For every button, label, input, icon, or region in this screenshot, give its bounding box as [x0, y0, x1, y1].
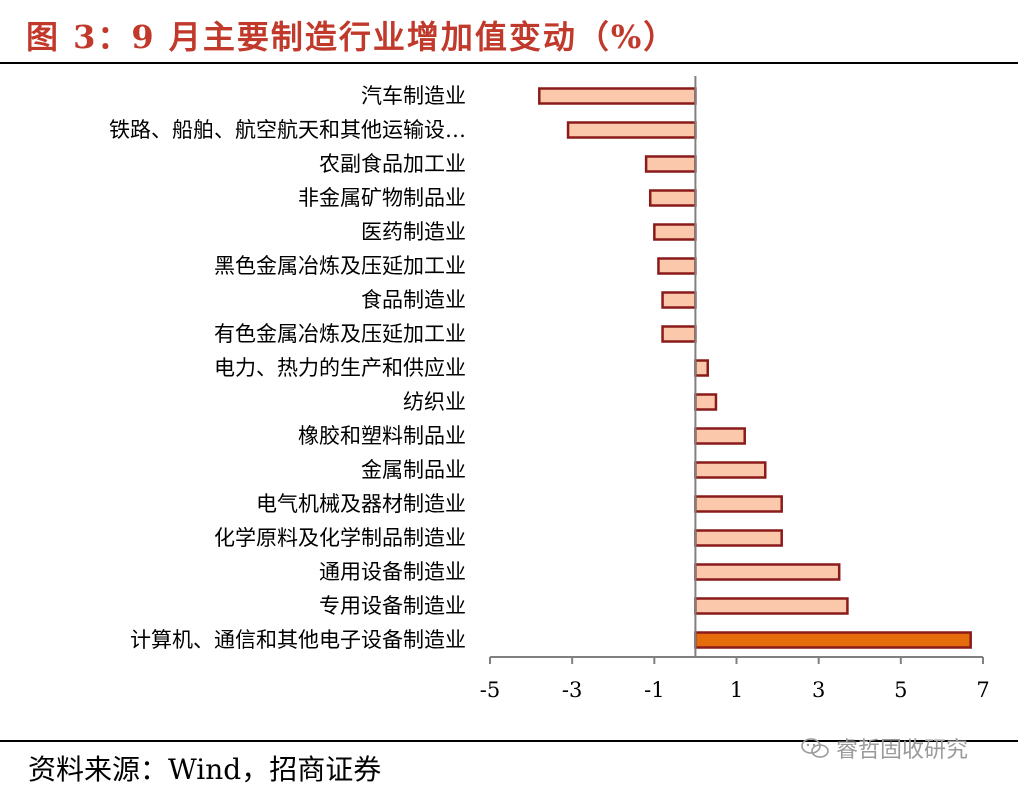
bar — [694, 393, 718, 411]
category-label: 专用设备制造业 — [319, 594, 466, 618]
x-tick-label: 5 — [894, 678, 907, 702]
bar — [694, 631, 972, 649]
watermark-text: 睿哲固收研究 — [836, 738, 969, 763]
bar — [648, 189, 697, 207]
category-label: 橡胶和塑料制品业 — [298, 424, 466, 448]
bar — [694, 529, 783, 547]
category-label: 电力、热力的生产和供应业 — [214, 356, 466, 380]
chart-title: 图 3：9 月主要制造行业增加值变动（%） — [26, 18, 678, 56]
bar — [644, 155, 697, 173]
wechat-icon — [801, 738, 829, 758]
category-label: 农副食品加工业 — [319, 152, 466, 176]
category-label: 汽车制造业 — [361, 84, 466, 108]
x-tick-label: 3 — [812, 678, 825, 702]
footer-rule — [0, 740, 1018, 742]
title-rule — [0, 62, 1018, 64]
x-tick-label: 1 — [730, 678, 743, 702]
bar — [694, 359, 709, 377]
category-label: 医药制造业 — [361, 220, 466, 244]
bar — [661, 291, 697, 309]
bar — [694, 427, 746, 445]
category-label: 食品制造业 — [361, 288, 466, 312]
category-label: 铁路、船舶、航空航天和其他运输设… — [109, 118, 466, 142]
watermark: 睿哲固收研究 — [800, 732, 968, 764]
bar — [694, 495, 783, 513]
source-note: 资料来源：Wind，招商证券 — [28, 753, 382, 786]
category-label: 黑色金属冶炼及压延加工业 — [214, 254, 466, 278]
category-label: 金属制品业 — [361, 458, 466, 482]
bar — [694, 597, 849, 615]
bar — [566, 121, 697, 139]
category-label: 电气机械及器材制造业 — [256, 492, 466, 516]
bar — [538, 87, 697, 105]
x-tick-label: 7 — [976, 678, 989, 702]
x-tick-label: -5 — [480, 678, 500, 702]
bar — [653, 223, 697, 241]
bar — [694, 461, 767, 479]
category-label: 化学原料及化学制品制造业 — [214, 526, 466, 550]
bar — [661, 325, 697, 343]
category-label: 纺织业 — [403, 390, 466, 414]
x-tick-label: -1 — [644, 678, 664, 702]
category-label: 非金属矿物制品业 — [298, 186, 466, 210]
x-tick-label: -3 — [562, 678, 582, 702]
bar — [694, 563, 841, 581]
bar — [657, 257, 697, 275]
category-label: 计算机、通信和其他电子设备制造业 — [130, 628, 466, 652]
category-label: 有色金属冶炼及压延加工业 — [214, 322, 466, 346]
category-label: 通用设备制造业 — [319, 560, 466, 584]
